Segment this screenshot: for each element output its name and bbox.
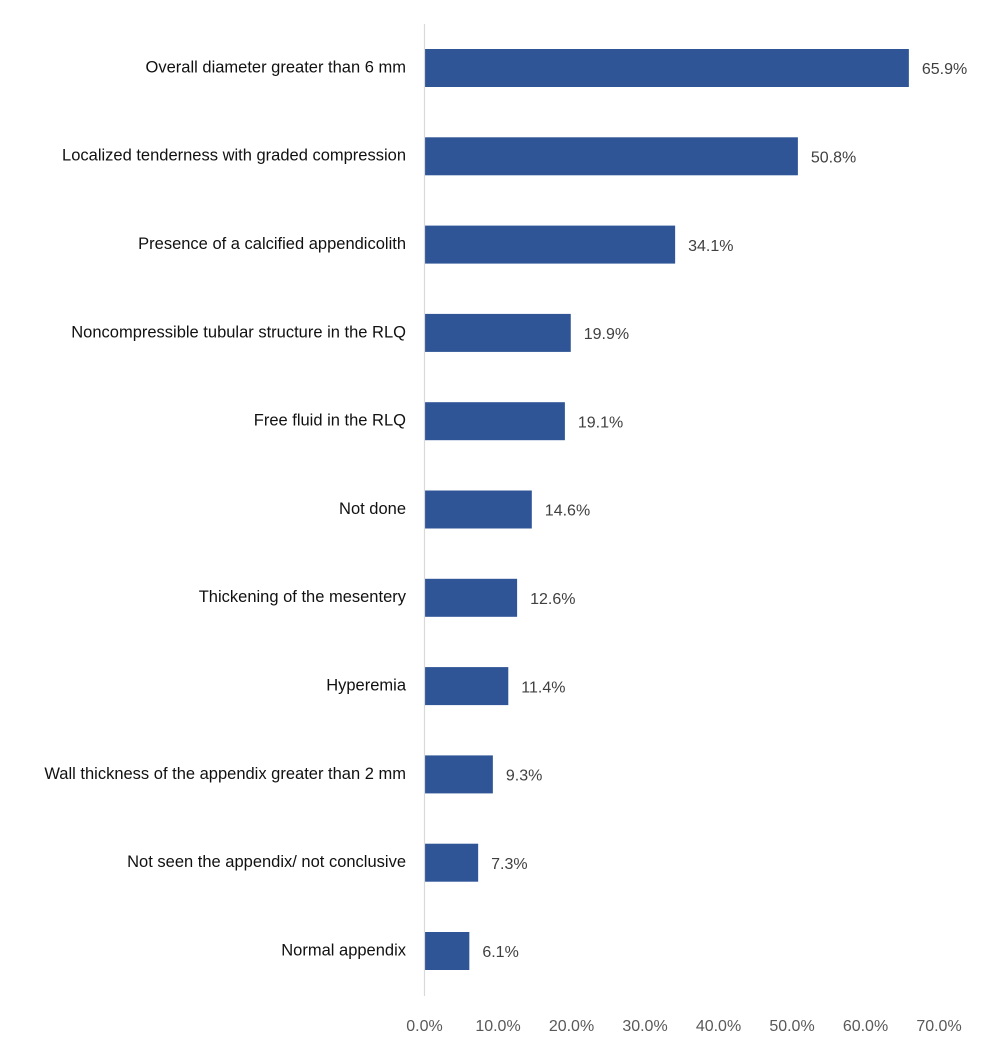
category-label: Thickening of the mesentery bbox=[199, 588, 407, 606]
category-label: Overall diameter greater than 6 mm bbox=[146, 58, 406, 76]
value-label: 50.8% bbox=[811, 150, 856, 167]
value-label: 11.4% bbox=[521, 679, 565, 696]
category-label: Normal appendix bbox=[281, 941, 406, 959]
value-labels: 65.9% 50.8% 34.1% 19.9% 19.1% 14.6% 12.6% 11.4%… bbox=[482, 61, 967, 961]
category-label: Localized tenderness with graded compres… bbox=[62, 147, 406, 165]
category-label: Noncompressible tubular structure in the… bbox=[71, 323, 406, 341]
value-label: 65.9% bbox=[922, 61, 967, 78]
value-label: 7.3% bbox=[491, 856, 527, 873]
x-tick-label: 0.0% bbox=[406, 1018, 442, 1035]
category-label: Presence of a calcified appendicolith bbox=[138, 235, 406, 253]
x-tick-label: 20.0% bbox=[549, 1018, 594, 1035]
bar bbox=[424, 49, 909, 87]
bar bbox=[424, 490, 532, 529]
x-tick-label: 60.0% bbox=[843, 1018, 888, 1035]
category-label: Wall thickness of the appendix greater t… bbox=[44, 765, 406, 783]
bar bbox=[424, 667, 509, 706]
value-label: 6.1% bbox=[482, 944, 518, 961]
category-labels: Overall diameter greater than 6 mm Locali… bbox=[44, 58, 406, 959]
category-label: Not seen the appendix/ not conclusive bbox=[127, 853, 406, 871]
x-tick-label: 70.0% bbox=[916, 1018, 961, 1035]
x-tick-label: 30.0% bbox=[622, 1018, 667, 1035]
value-label: 19.9% bbox=[584, 326, 629, 343]
x-axis-tick-labels: 0.0% 10.0% 20.0% 30.0% 40.0% 50.0% 60.0% 70.0% bbox=[406, 1018, 961, 1035]
x-tick-label: 50.0% bbox=[769, 1018, 814, 1035]
value-label: 12.6% bbox=[530, 591, 575, 608]
bar bbox=[424, 402, 565, 441]
bar bbox=[424, 755, 493, 794]
bar bbox=[424, 313, 571, 352]
x-tick-label: 10.0% bbox=[475, 1018, 520, 1035]
value-label: 19.1% bbox=[578, 414, 623, 431]
bars-group bbox=[424, 49, 909, 970]
bar bbox=[424, 932, 470, 970]
bar bbox=[424, 843, 479, 882]
bar bbox=[424, 137, 798, 176]
value-label: 34.1% bbox=[688, 238, 733, 255]
value-label: 14.6% bbox=[545, 503, 590, 520]
x-tick-label: 40.0% bbox=[696, 1018, 741, 1035]
category-label: Hyperemia bbox=[326, 676, 407, 694]
bar bbox=[424, 578, 518, 617]
category-label: Not done bbox=[339, 500, 406, 518]
bar bbox=[424, 225, 676, 264]
category-label: Free fluid in the RLQ bbox=[254, 412, 406, 430]
value-label: 9.3% bbox=[506, 768, 542, 785]
